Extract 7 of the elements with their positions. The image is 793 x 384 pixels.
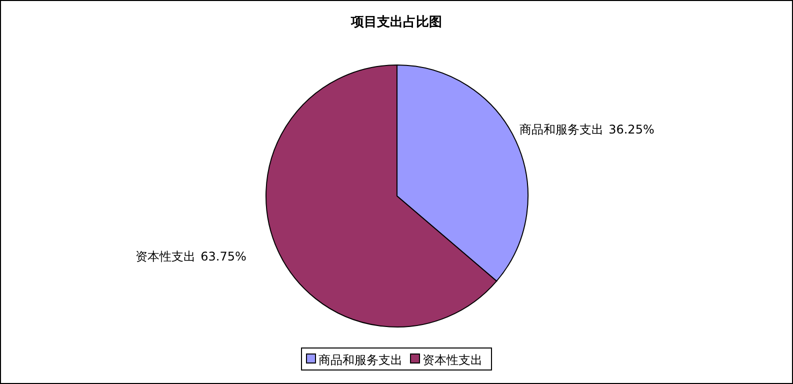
slice-label: 资本性支出	[136, 250, 196, 264]
chart-title: 项目支出占比图	[350, 15, 442, 30]
legend-label: 商品和服务支出	[318, 353, 402, 367]
data-label: 63.75%	[200, 250, 246, 264]
slice-label: 商品和服务支出	[520, 122, 604, 136]
data-label: 36.25%	[608, 122, 654, 136]
legend-label: 资本性支出	[422, 353, 482, 367]
